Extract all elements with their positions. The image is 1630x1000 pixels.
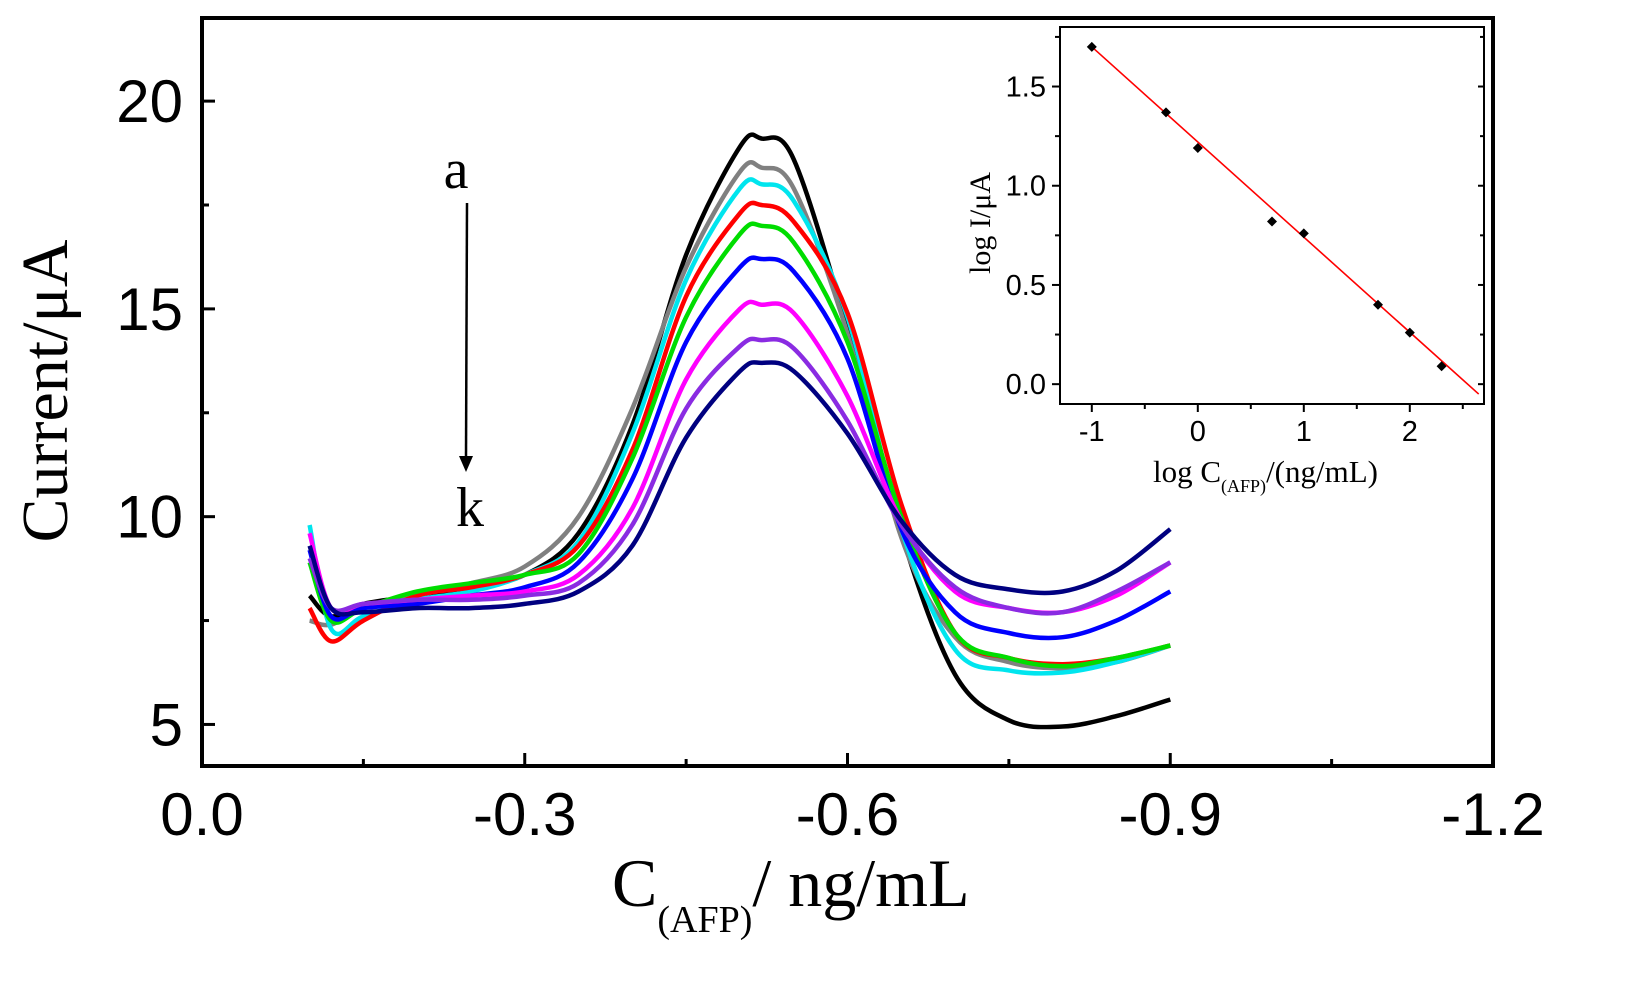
main-x-axis-label-base: C (612, 845, 657, 921)
main-curves (307, 132, 1172, 730)
inset-x-axis-label: log C(AFP)/(ng/mL) (1153, 454, 1378, 497)
main-x-axis-label-sub: (AFP) (657, 899, 752, 941)
inset-y-tick-label: 1.5 (1006, 72, 1046, 104)
main-x-tick-label: -0.6 (796, 781, 899, 848)
inset-x-tick-label: 0 (1190, 416, 1206, 448)
inset-data-point (1267, 216, 1277, 227)
inset-data-point (1404, 327, 1415, 338)
inset-data-point (1192, 143, 1203, 154)
inset-chart: -1 0 1 2 0.0 0.5 1.0 1.5 log I/μA log C(AFP)/(n… (964, 26, 1485, 497)
main-y-tick-label: 20 (116, 68, 183, 135)
inset-x-axis-label-base: log C (1153, 454, 1221, 489)
inset-data-point (1298, 228, 1309, 239)
curve-5 (307, 221, 1171, 669)
main-x-tick-label: -1.2 (1441, 781, 1544, 848)
curve-6 (307, 255, 1172, 641)
inset-y-axis-label: log I/μA (964, 172, 997, 274)
inset-data-point (1086, 41, 1097, 52)
inset-plot-frame (1059, 26, 1485, 405)
curve-8 (307, 336, 1172, 616)
main-x-axis-label-unit: / ng/mL (752, 845, 969, 921)
inset-fit-line (1091, 46, 1480, 395)
main-y-tick-label: 5 (150, 691, 183, 758)
annotation-arrow-shaft (464, 202, 469, 457)
main-y-tick-label: 10 (116, 484, 183, 551)
inset-y-tick-label: 0.5 (1006, 270, 1046, 302)
inset-x-tick-label: 2 (1402, 416, 1418, 448)
inset-y-tick-label: 0.0 (1006, 369, 1046, 401)
annotation-k: k (456, 477, 484, 539)
inset-data-point (1161, 107, 1171, 118)
inset-x-axis-label-unit: /(ng/mL) (1266, 454, 1378, 489)
inset-points (1086, 41, 1447, 372)
annotation-arrow-head (459, 456, 473, 472)
inset-data-point (1436, 361, 1447, 372)
inset-x-axis-label-sub: (AFP) (1221, 476, 1266, 497)
inset-y-tick-label: 1.0 (1006, 171, 1046, 203)
inset-x-tick-label: -1 (1079, 416, 1105, 448)
inset-data-point (1373, 299, 1383, 310)
inset-ticks (1052, 35, 1484, 412)
annotation-a: a (444, 139, 469, 201)
main-x-axis-label: C(AFP)/ ng/mL (612, 845, 970, 941)
inset-tick-labels: -1 0 1 2 0.0 0.5 1.0 1.5 (1006, 72, 1418, 448)
inset-fit (1091, 46, 1480, 395)
main-x-tick-label: -0.3 (473, 781, 576, 848)
main-x-tick-label: 0.0 (160, 781, 243, 848)
main-y-tick-label: 15 (116, 276, 183, 343)
inset-x-tick-label: 1 (1296, 416, 1312, 448)
main-y-axis-label: Current/μA (9, 239, 82, 542)
main-x-tick-label: -0.9 (1119, 781, 1222, 848)
main-ticks (200, 99, 1495, 766)
curve-9 (307, 360, 1172, 617)
